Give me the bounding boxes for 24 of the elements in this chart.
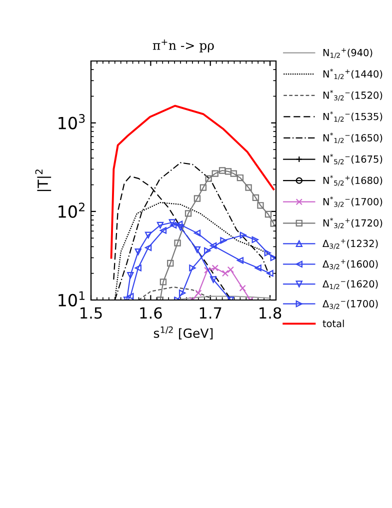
legend-label: total bbox=[322, 320, 344, 328]
chart-title: π$^{+}$n -> pρ bbox=[152, 40, 214, 52]
y-axis-title: |T|$^{2}$ bbox=[35, 170, 52, 192]
legend-label: N$^{*}$$_{5/2}$$^{+}$(1680) bbox=[323, 175, 382, 186]
legend-label: N$^{*}$$_{3/2}$$^{−}$(1520) bbox=[323, 90, 382, 101]
legend-label: N$^{*}$$_{1/2}$$^{−}$(1535) bbox=[323, 111, 382, 122]
legend-label: Δ$_{1/2}$$^{−}$(1620) bbox=[322, 280, 378, 290]
legend-label: Δ$_{3/2}$$^{+}$(1232) bbox=[322, 239, 378, 250]
y-tick-label: 10$^{2}$ bbox=[58, 202, 84, 218]
x-tick-label: 1.6 bbox=[140, 307, 162, 319]
legend-label: Δ$_{3/2}$$^{+}$(1600) bbox=[322, 260, 378, 270]
x-axis-title: s$^{1/2}$ [GeV] bbox=[154, 326, 213, 340]
x-tick-label: 1.7 bbox=[200, 307, 222, 319]
y-tick-label: 10$^{1}$ bbox=[58, 291, 85, 306]
legend-label: N$^{*}$$_{1/2}$$^{−}$(1650) bbox=[323, 132, 382, 144]
legend-label: N$^{*}$$_{3/2}$$^{−}$(1700) bbox=[323, 196, 382, 208]
legend-label: N$^{*}$$_{1/2}$$^{+}$(1440) bbox=[323, 68, 382, 80]
x-tick-label: 1.5 bbox=[80, 307, 102, 319]
legend-label: Δ$_{3/2}$$^{−}$(1700) bbox=[322, 300, 378, 310]
legend-label: N$^{*}$$_{3/2}$$^{+}$(1720) bbox=[323, 218, 382, 229]
legend-label: N$_{1/2}$$^{+}$(940) bbox=[323, 48, 372, 58]
x-tick-label: 1.8 bbox=[260, 307, 282, 319]
legend-label: N$^{*}$$_{5/2}$$^{−}$(1675) bbox=[323, 154, 382, 165]
y-tick-label: 10$^{3}$ bbox=[58, 114, 85, 130]
